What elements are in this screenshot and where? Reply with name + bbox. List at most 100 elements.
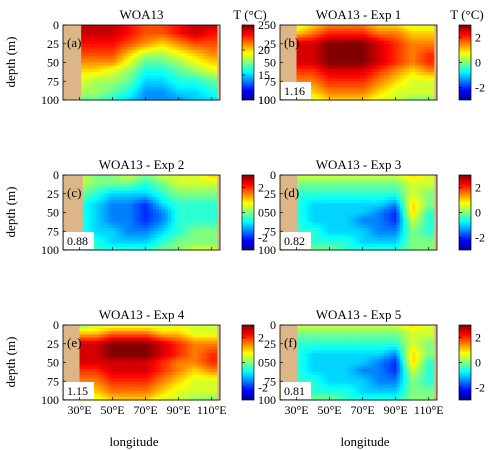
heatmap-cell	[128, 190, 133, 195]
heatmap-cell	[122, 225, 127, 229]
heatmap-cell	[108, 87, 113, 92]
heatmap-cell	[319, 181, 323, 185]
heatmap-cell	[188, 84, 193, 89]
heatmap-cell	[146, 237, 151, 242]
heatmap-cell	[299, 71, 304, 76]
heatmap-cell	[427, 50, 432, 54]
heatmap-cell	[399, 243, 404, 248]
heatmap-cell	[95, 356, 99, 360]
heatmap-cell	[188, 37, 193, 42]
y-tick-label: 50	[47, 56, 59, 70]
heatmap-cell	[305, 53, 310, 57]
heatmap-cell	[168, 181, 172, 185]
heatmap-cell	[95, 193, 99, 198]
heatmap-cell	[168, 187, 172, 192]
heatmap-cell	[139, 40, 144, 45]
heatmap-cell	[88, 334, 93, 339]
heatmap-cell	[415, 193, 419, 198]
heatmap-cell	[396, 203, 401, 207]
heatmap-cell	[192, 62, 196, 67]
heatmap-cell	[396, 200, 401, 204]
heatmap-cell	[167, 65, 172, 70]
heatmap-cell	[337, 87, 341, 92]
heatmap-cell	[108, 46, 113, 51]
heatmap-cell	[148, 387, 152, 392]
heatmap-cell	[327, 31, 332, 35]
y-tick-label: 75	[264, 74, 276, 88]
heatmap-cell	[302, 53, 307, 57]
heatmap-cell	[312, 56, 316, 60]
heatmap-cell	[380, 56, 385, 60]
ylabel-row3: depth (m)	[3, 337, 18, 388]
heatmap-cell	[421, 181, 425, 185]
heatmap-cell	[421, 28, 425, 32]
heatmap-cell	[95, 387, 99, 392]
colorbar-tick-label: 2	[475, 31, 481, 45]
heatmap-cell	[157, 365, 162, 370]
heatmap-cell	[399, 90, 404, 95]
heatmap-cell	[123, 390, 127, 395]
heatmap-cell	[136, 56, 141, 60]
heatmap-cell	[377, 56, 382, 60]
heatmap-cell	[324, 65, 329, 70]
heatmap-cell	[195, 218, 200, 223]
heatmap-cell	[171, 175, 175, 179]
heatmap-cell	[119, 193, 123, 198]
heatmap-cell	[306, 212, 311, 217]
heatmap-cell	[95, 196, 99, 201]
heatmap-cell	[318, 37, 323, 42]
heatmap-cell	[146, 178, 151, 182]
rmse-box	[281, 82, 311, 99]
heatmap-cell	[322, 187, 326, 192]
heatmap-cell	[318, 78, 323, 82]
heatmap-cell	[207, 228, 212, 232]
heatmap-cell	[85, 378, 90, 382]
heatmap-cell	[350, 237, 354, 242]
heatmap-cell	[430, 187, 435, 192]
heatmap-cell	[139, 59, 144, 64]
heatmap-cell	[427, 234, 432, 239]
heatmap-cell	[85, 353, 90, 357]
heatmap-cell	[210, 53, 215, 57]
heatmap-cell	[92, 334, 96, 339]
heatmap-cell	[155, 218, 160, 223]
heatmap-cell	[88, 362, 93, 367]
heatmap-cell	[101, 331, 106, 335]
heatmap-cell	[411, 81, 416, 85]
heatmap-cell	[361, 40, 366, 45]
heatmap-cell	[115, 93, 119, 98]
heatmap-cell	[331, 234, 336, 239]
heatmap-cell	[158, 200, 163, 204]
heatmap-cell	[98, 240, 102, 245]
heatmap-cell	[201, 50, 205, 54]
heatmap-cell	[380, 43, 385, 48]
heatmap-cell	[343, 196, 348, 201]
heatmap-cell	[110, 346, 115, 351]
heatmap-cell	[141, 365, 146, 370]
heatmap-cell	[350, 246, 354, 251]
heatmap-cell	[421, 90, 425, 95]
heatmap-cell	[135, 393, 140, 398]
heatmap-cell	[101, 237, 105, 242]
heatmap-cell	[161, 190, 166, 195]
heatmap-cell	[185, 43, 190, 48]
heatmap-cell	[319, 231, 323, 235]
heatmap-cell	[334, 225, 339, 229]
heatmap-cell	[399, 87, 404, 92]
heatmap-cell	[327, 68, 332, 73]
heatmap-cell	[327, 50, 332, 54]
heatmap-cell	[210, 90, 215, 95]
heatmap-cell	[198, 31, 202, 35]
heatmap-cell	[362, 203, 367, 207]
heatmap-cell	[179, 50, 184, 54]
heatmap-cell	[143, 209, 148, 214]
heatmap-cell	[116, 243, 120, 248]
heatmap-cell	[343, 40, 348, 45]
heatmap-cell	[192, 237, 196, 242]
heatmap-cell	[346, 46, 351, 51]
heatmap-cell	[129, 381, 134, 385]
heatmap-cell	[362, 190, 367, 195]
heatmap-cell	[158, 25, 162, 29]
heatmap-cell	[300, 206, 305, 210]
heatmap-cell	[355, 75, 360, 79]
